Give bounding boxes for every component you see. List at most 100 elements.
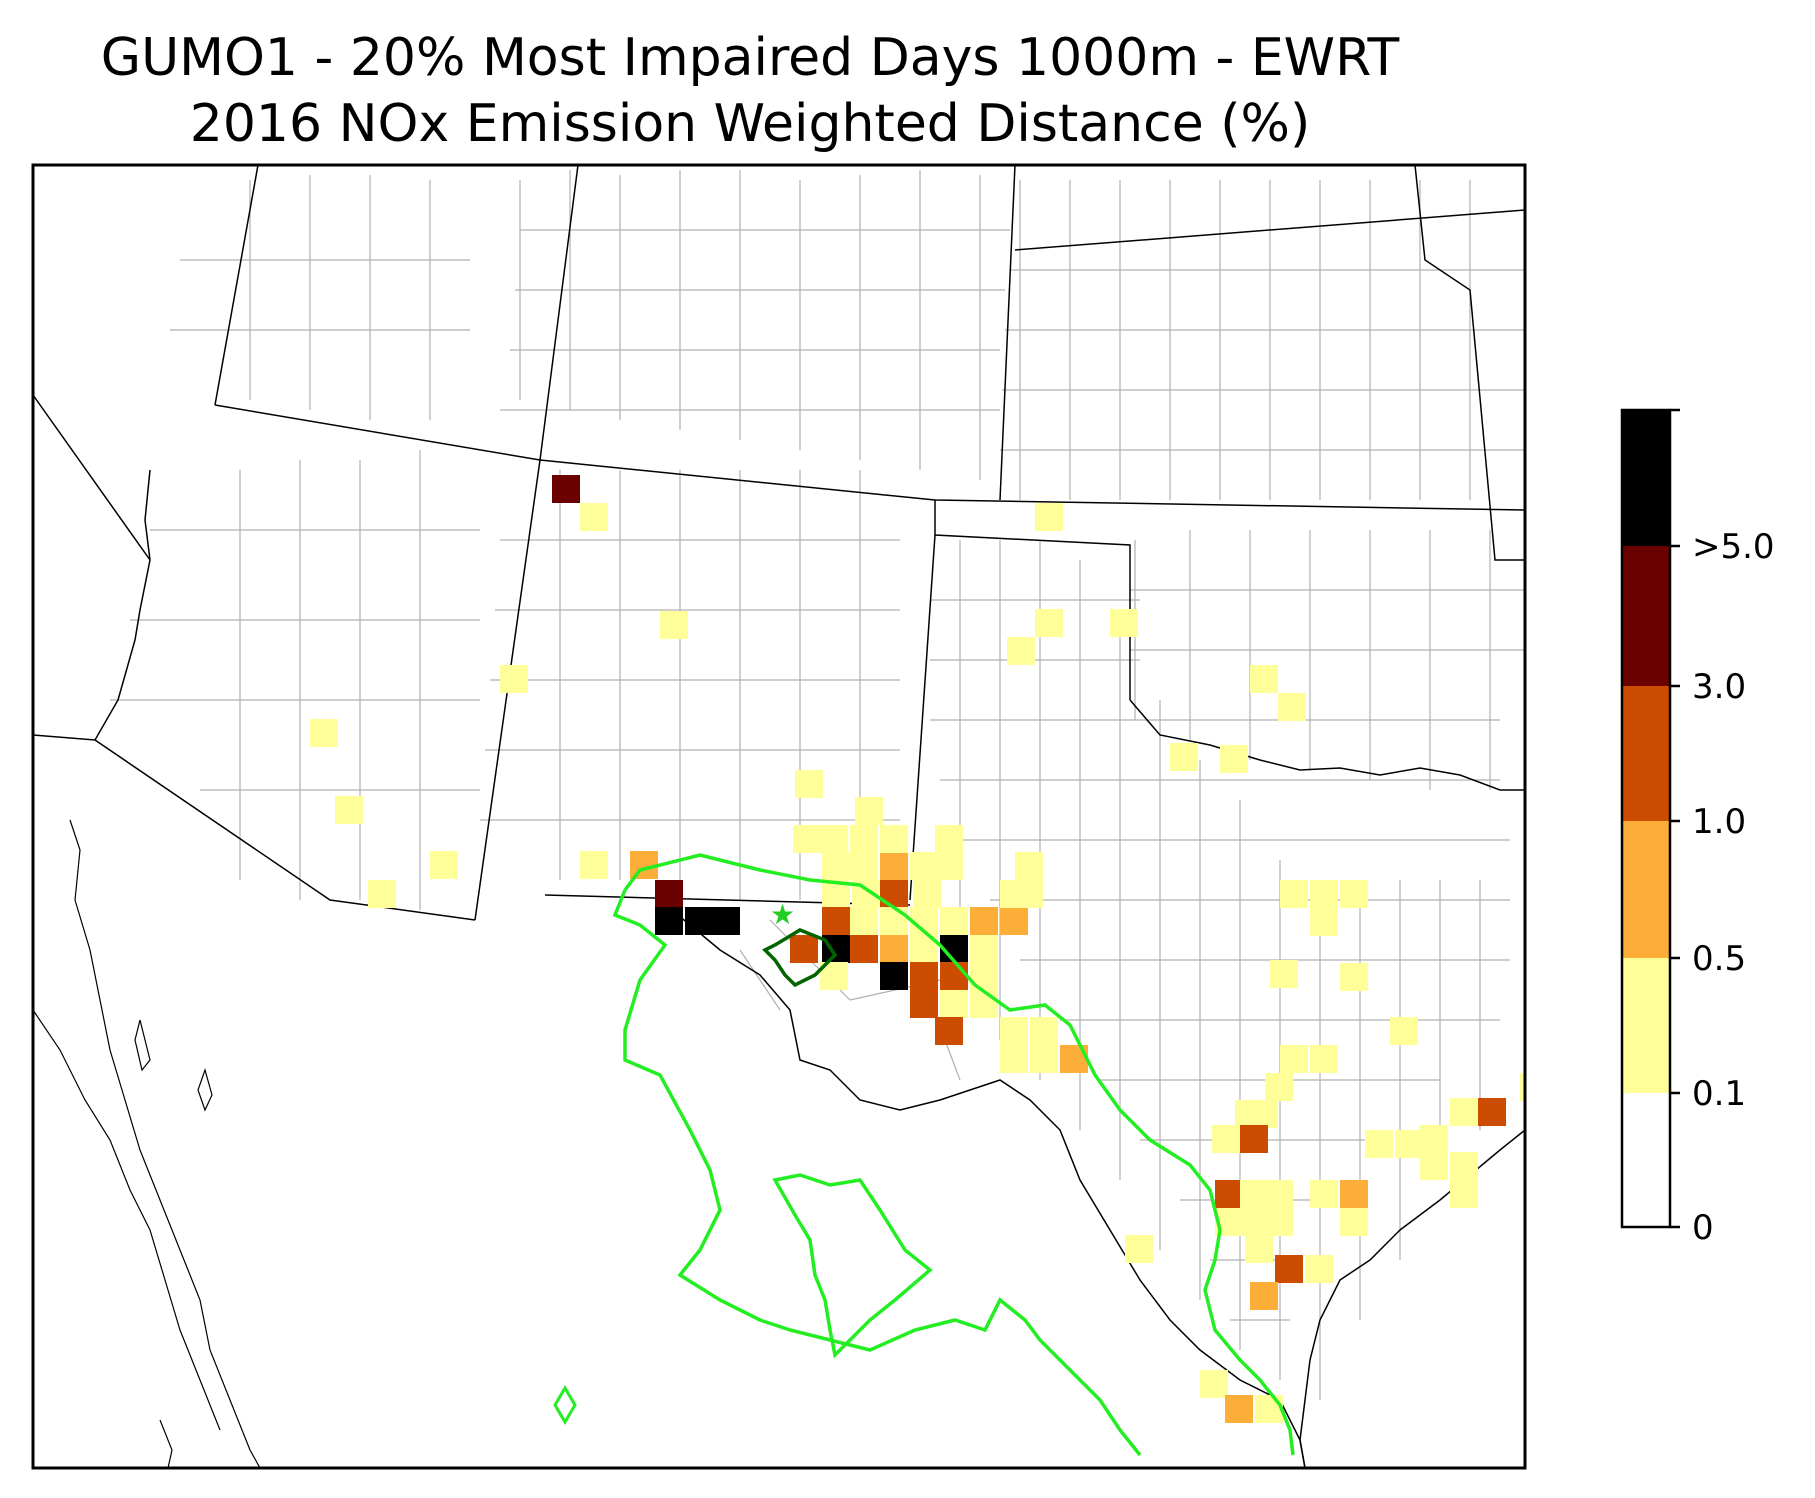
emission-cell [310,719,338,747]
emission-cell [500,665,528,693]
emission-cell [793,825,821,853]
emission-cell [1170,743,1198,771]
emission-cell [580,851,608,879]
emission-cell [1478,1098,1506,1126]
emission-cell [335,796,363,824]
emission-cell [880,825,908,853]
emission-cell [1420,1152,1448,1180]
emission-cell [1200,1370,1228,1398]
emission-cell [970,907,998,935]
emission-cell [850,935,878,963]
emission-cell [850,825,878,853]
emission-cell [935,825,963,853]
emission-cell [1310,1180,1338,1208]
emission-cell [712,907,740,935]
colorbar-segment [1622,958,1670,1093]
emission-cell [1250,1100,1278,1128]
emission-cell [880,907,908,935]
emission-cell [1030,1045,1058,1073]
emission-cell [880,935,908,963]
emission-cell [910,852,938,880]
emission-cell [1520,1073,1525,1101]
emission-cell [1310,1045,1338,1073]
colorbar-tick-label: 0.5 [1692,939,1746,979]
colorbar-segment [1622,1093,1670,1227]
baja-coastline [33,819,261,1468]
colorbar-tick-label: 0 [1692,1208,1714,1248]
emission-cell [1390,1017,1418,1045]
emission-cell [1240,1180,1268,1208]
emission-cell [913,880,941,908]
emission-cell [790,935,818,963]
emission-cell [1255,1395,1283,1423]
emission-cell [1240,1208,1268,1236]
emission-cell [1000,1017,1028,1045]
emission-cell [1280,880,1308,908]
emission-cell [1340,880,1368,908]
emission-cell [1270,960,1298,988]
emission-cell [1450,1098,1478,1126]
emission-cell [1310,880,1338,908]
emission-cell [685,907,713,935]
emission-cell [1000,880,1028,908]
emission-cell [1215,1180,1243,1208]
emission-cell [940,907,968,935]
emission-cell [1007,637,1035,665]
emission-cell [910,990,938,1018]
contour-outer [623,853,1295,1456]
emission-cell [1110,609,1138,637]
emission-cell [910,962,938,990]
colorbar-tick-label: >5.0 [1692,527,1775,567]
contour-inner-loop [772,1173,933,1359]
emission-cell [940,990,968,1018]
emission-cell [580,503,608,531]
emission-cell [1450,1180,1478,1208]
emission-cell [1395,1130,1423,1158]
emission-cell [1035,503,1063,531]
emission-cell [1125,1235,1153,1263]
emission-cell [820,825,848,853]
emission-cell [1310,908,1338,936]
emission-cell [1340,963,1368,991]
emission-cell [1245,1235,1273,1263]
emission-cell [822,852,850,880]
emission-cell [1212,1125,1240,1153]
chart-title-line-2: 2016 NOx Emission Weighted Distance (%) [189,94,1311,154]
emission-cell [822,907,850,935]
emission-cell [1450,1152,1478,1180]
emission-cell [855,797,883,825]
contour-dark-green [762,928,838,988]
colorbar-tick-label: 1.0 [1692,802,1746,842]
emission-cell [368,880,396,908]
emission-cell [1015,852,1043,880]
emission-cell [1280,1045,1308,1073]
emission-cell [1305,1255,1333,1283]
star-icon: ★ [770,898,795,931]
emission-cell [430,851,458,879]
emission-cell [1275,1255,1303,1283]
emission-cell [1265,1208,1293,1236]
emission-cell [1365,1130,1393,1158]
map-area: ★ [33,165,1525,1468]
emission-cell [850,907,878,935]
colorbar: 0 0.1 0.5 1.0 3.0 >5.0 [1620,408,1775,1248]
emission-cell [552,475,580,503]
emission-cell [970,935,998,963]
emission-cell [795,770,823,798]
emission-cell [1420,1125,1448,1153]
colorbar-segment [1622,821,1670,958]
chart-title-line-1: GUMO1 - 20% Most Impaired Days 1000m - E… [100,28,1400,88]
emission-cell [1000,907,1028,935]
emission-cell [1340,1180,1368,1208]
emission-cell [935,852,963,880]
emission-cell [1250,665,1278,693]
emission-cell [655,907,683,935]
contour-west-arm [612,889,1142,1457]
emission-cell [1220,745,1248,773]
emission-cell [1225,1395,1253,1423]
emission-cell [1240,1125,1268,1153]
emission-cell [935,1017,963,1045]
colorbar-segment [1622,686,1670,821]
emission-cells [310,475,1525,1423]
